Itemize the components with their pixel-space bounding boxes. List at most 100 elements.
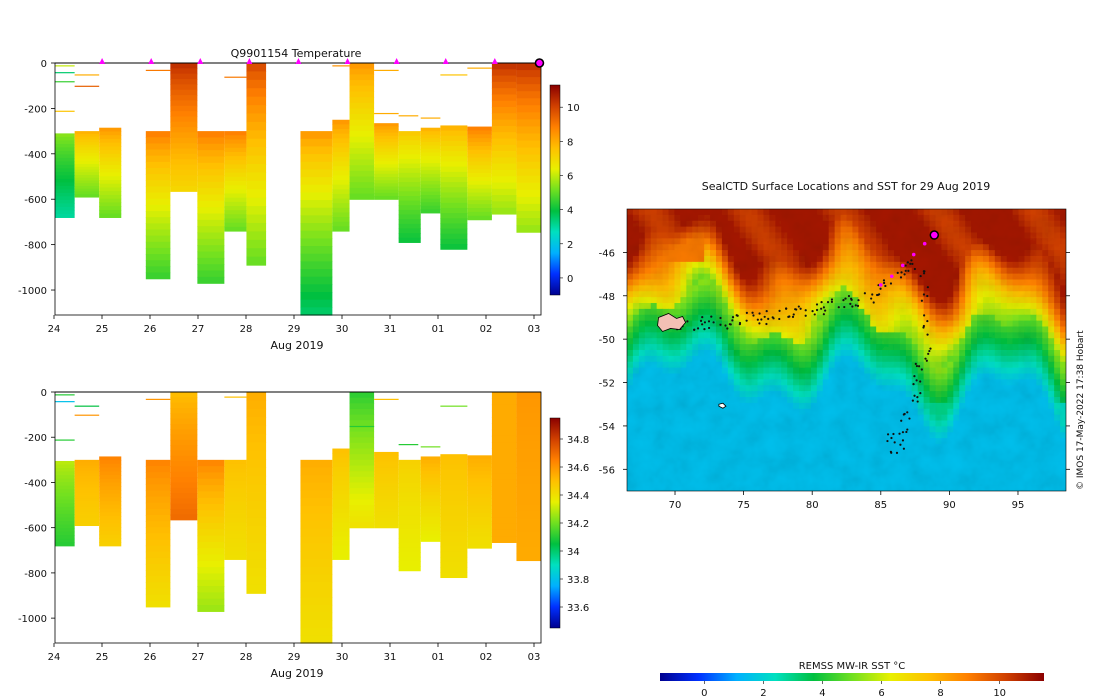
x-tick-label: 26 xyxy=(144,324,157,335)
sst-cell xyxy=(745,391,753,398)
profile-cell xyxy=(467,173,492,178)
temperature-panel: Q9901154 Temperature 0-200-400-600-800-1… xyxy=(18,47,580,352)
sst-cell xyxy=(704,220,711,228)
sst-cell xyxy=(994,220,1002,228)
sst-cell xyxy=(977,238,984,245)
sst-cell xyxy=(644,420,652,427)
sst-cell xyxy=(721,344,729,351)
track-point xyxy=(830,300,834,303)
sst-cell xyxy=(1030,449,1037,457)
profile-cell xyxy=(74,511,100,516)
sst-cell xyxy=(876,232,883,239)
sst-cell xyxy=(739,256,747,263)
sst-cell xyxy=(721,449,729,457)
sst-colorbar-tick-label: 4 xyxy=(819,688,825,699)
profile-cell xyxy=(246,164,267,174)
sst-cell xyxy=(656,326,664,333)
sst-cell xyxy=(899,344,907,351)
sst-cell xyxy=(1006,291,1014,298)
sst-cell xyxy=(686,485,693,491)
sst-cell xyxy=(953,367,960,374)
sst-cell xyxy=(1054,344,1061,351)
sst-cell xyxy=(852,444,859,451)
sst-cell xyxy=(656,214,664,222)
sst-cell xyxy=(638,449,646,457)
sst-cell xyxy=(787,426,794,433)
sst-cell xyxy=(1006,426,1014,433)
sst-cell xyxy=(1030,303,1037,310)
sst-cell xyxy=(733,432,741,439)
sst-cell xyxy=(775,391,782,398)
profile-cell xyxy=(246,534,267,544)
sst-cell xyxy=(917,250,925,257)
profile-cell xyxy=(55,133,75,138)
sst-cell xyxy=(769,367,776,374)
sst-cell xyxy=(769,273,776,280)
sst-cell xyxy=(1060,238,1066,245)
sst-cell xyxy=(988,473,996,480)
sst-cell xyxy=(757,379,764,386)
profile-cell xyxy=(516,133,541,142)
sst-cell xyxy=(828,250,836,257)
sst-cell xyxy=(1018,320,1025,327)
sst-cell xyxy=(704,291,711,298)
sst-cell xyxy=(787,444,794,451)
sst-cell xyxy=(941,467,948,474)
sst-cell xyxy=(751,273,759,280)
sst-cell xyxy=(692,414,699,421)
sst-cell xyxy=(959,291,966,298)
sst-cell xyxy=(935,256,942,263)
track-point xyxy=(731,316,735,319)
sst-cell xyxy=(852,449,859,457)
sst-cell xyxy=(804,361,812,369)
profile-column xyxy=(74,131,100,198)
track-point xyxy=(710,315,713,318)
sst-cell xyxy=(650,250,658,257)
sst-cell xyxy=(923,303,931,310)
x-tick-label: 01 xyxy=(432,652,445,663)
sst-cell xyxy=(876,361,883,369)
profile-cell xyxy=(145,143,171,151)
sst-cell xyxy=(763,361,770,369)
profile-cell xyxy=(55,499,75,504)
sst-cell xyxy=(662,355,670,363)
surface-line xyxy=(374,69,399,72)
x-tick-label: 24 xyxy=(48,324,61,335)
sst-cell xyxy=(781,461,788,468)
sst-cell xyxy=(959,279,966,286)
sst-cell xyxy=(858,285,865,292)
sst-cell xyxy=(816,250,824,257)
sst-cell xyxy=(1000,250,1008,257)
sst-cell xyxy=(804,244,812,251)
sst-cell xyxy=(905,438,913,445)
sst-cell xyxy=(662,232,670,239)
sst-cell xyxy=(1012,220,1020,228)
sst-cell xyxy=(893,426,901,433)
profile-cell xyxy=(349,176,375,183)
profile-cell xyxy=(99,456,122,461)
profile-cell xyxy=(440,484,468,491)
sst-cell xyxy=(982,261,990,269)
sst-cell xyxy=(662,209,670,216)
sst-cell xyxy=(929,226,936,233)
sst-cell xyxy=(982,326,990,333)
sst-cell xyxy=(1000,414,1008,421)
sst-cell xyxy=(715,285,723,292)
sst-cell xyxy=(757,303,764,310)
sst-cell xyxy=(1006,332,1014,339)
sst-cell xyxy=(953,414,960,421)
sst-cell xyxy=(834,397,842,404)
sst-cell xyxy=(727,326,735,333)
sst-cell xyxy=(1054,355,1061,363)
sst-cell xyxy=(686,438,693,445)
sst-cell xyxy=(858,261,865,269)
sst-cell xyxy=(757,444,764,451)
sst-cell xyxy=(905,238,913,245)
profile-cell xyxy=(467,536,492,541)
sst-cell xyxy=(1024,326,1031,333)
track-point xyxy=(927,352,930,355)
temperature-surface-lines xyxy=(55,65,492,119)
track-point xyxy=(915,379,918,382)
sst-cell xyxy=(1036,267,1043,275)
sst-cell xyxy=(1060,455,1066,463)
